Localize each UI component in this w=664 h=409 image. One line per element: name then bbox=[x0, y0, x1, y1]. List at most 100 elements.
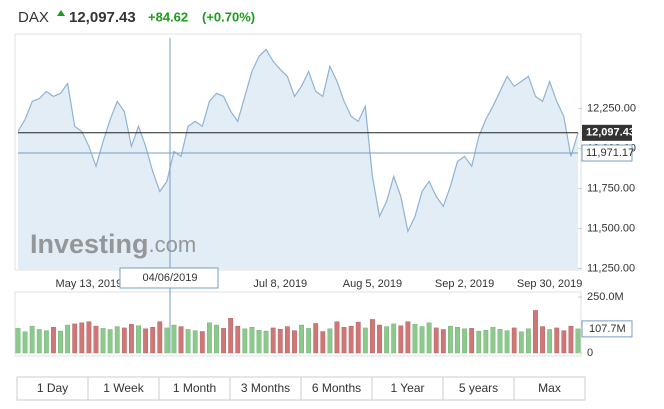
volume-bar bbox=[29, 325, 35, 354]
volume-bar bbox=[455, 327, 460, 354]
volume-bar bbox=[100, 328, 106, 354]
volume-bar bbox=[206, 322, 212, 354]
volume-bar bbox=[36, 329, 42, 354]
volume-bar bbox=[43, 330, 49, 354]
volume-bar bbox=[72, 323, 78, 354]
x-tick-label: Sep 2, 2019 bbox=[435, 278, 494, 290]
volume-bar bbox=[561, 330, 567, 354]
last-price-tag-label: 12,097.43 bbox=[586, 127, 635, 139]
x-tick-label: May 13, 2019 bbox=[56, 278, 123, 290]
volume-bar bbox=[525, 328, 531, 354]
price-change-pct: (+0.70%) bbox=[202, 9, 255, 24]
volume-bar bbox=[235, 325, 241, 354]
volume-bar bbox=[79, 322, 85, 354]
volume-bar bbox=[469, 328, 475, 354]
volume-bar bbox=[568, 325, 574, 354]
volume-bar bbox=[384, 326, 390, 354]
volume-bar bbox=[192, 330, 198, 354]
range-button-label[interactable]: Max bbox=[538, 381, 561, 395]
range-button-label[interactable]: 3 Months bbox=[241, 381, 290, 395]
volume-last-label: 107.7M bbox=[589, 323, 626, 335]
volume-bar bbox=[490, 327, 496, 354]
volume-bar bbox=[256, 329, 262, 354]
price-change: +84.62 bbox=[148, 9, 188, 24]
last-price-tag bbox=[582, 124, 632, 141]
volume-bar bbox=[164, 327, 170, 354]
crosshair-date-tag bbox=[119, 267, 219, 289]
x-tick-label: Sep 30, 2019 bbox=[517, 278, 582, 290]
crosshair-price-label: 11,971.17 bbox=[586, 147, 634, 159]
volume-bar bbox=[199, 331, 205, 354]
volume-bar bbox=[136, 325, 141, 354]
x-tick-label: Jul 8, 2019 bbox=[253, 278, 307, 290]
range-button-label[interactable]: 1 Day bbox=[37, 381, 68, 395]
range-button-label[interactable]: 1 Month bbox=[173, 381, 216, 395]
y-tick-label: 11,500.00 bbox=[587, 222, 635, 234]
crosshair-price-tag bbox=[581, 144, 633, 162]
volume-bar bbox=[270, 327, 276, 354]
volume-bar bbox=[263, 330, 269, 354]
volume-bar bbox=[86, 321, 92, 354]
volume-bar bbox=[58, 330, 63, 354]
range-button-label[interactable]: 6 Months bbox=[312, 381, 361, 395]
volume-bar bbox=[405, 321, 411, 354]
volume-bar bbox=[504, 330, 510, 354]
y2-tick-label: 250.0M bbox=[587, 291, 624, 303]
volume-bar bbox=[554, 327, 560, 354]
volume-bar bbox=[440, 329, 446, 354]
range-button-label[interactable]: 1 Week bbox=[103, 381, 144, 395]
volume-bar bbox=[313, 323, 319, 354]
up-arrow bbox=[57, 10, 65, 16]
volume-bar bbox=[398, 325, 404, 354]
last-price: 12,097.43 bbox=[69, 9, 136, 26]
volume-bar bbox=[185, 329, 191, 354]
volume-bar bbox=[171, 324, 177, 354]
volume-bar bbox=[511, 327, 517, 354]
volume-bar bbox=[129, 324, 134, 354]
volume-bar bbox=[284, 326, 290, 354]
watermark: Investing.com bbox=[30, 229, 196, 259]
volume-bar bbox=[221, 328, 226, 354]
volume-bar bbox=[355, 321, 361, 354]
price-line bbox=[17, 48, 579, 234]
volume-bar bbox=[426, 322, 432, 354]
volume-bar bbox=[114, 326, 120, 354]
y-tick-label: 11,750.00 bbox=[587, 182, 635, 194]
volume-bar bbox=[299, 324, 304, 354]
range-button[interactable] bbox=[513, 376, 586, 401]
volume-bar bbox=[242, 328, 248, 354]
volume-bar bbox=[533, 310, 538, 354]
volume-bar bbox=[412, 324, 418, 354]
volume-bar bbox=[377, 324, 382, 354]
volume-bar bbox=[575, 328, 581, 354]
volume-bar bbox=[15, 328, 21, 354]
y-tick-label: 11,250.00 bbox=[587, 262, 635, 274]
range-button-label[interactable]: 5 years bbox=[459, 381, 498, 395]
range-button-label[interactable]: 1 Year bbox=[390, 381, 424, 395]
crosshair-date-label: 04/06/2019 bbox=[142, 272, 197, 284]
volume-bar bbox=[448, 325, 453, 354]
volume-bar bbox=[93, 325, 99, 354]
volume-bar bbox=[476, 330, 482, 354]
chart-title: DAX bbox=[18, 9, 49, 26]
volume-bar bbox=[277, 329, 283, 354]
volume-bar bbox=[462, 328, 467, 354]
volume-bar bbox=[348, 325, 354, 354]
volume-bar bbox=[540, 326, 545, 354]
volume-bar bbox=[334, 321, 340, 354]
volume-bar bbox=[214, 324, 219, 354]
volume-frame bbox=[14, 291, 582, 357]
volume-bar bbox=[292, 330, 297, 354]
volume-bar bbox=[150, 327, 156, 354]
volume-bar bbox=[65, 324, 71, 354]
volume-bar bbox=[228, 318, 234, 354]
volume-bar bbox=[22, 331, 28, 354]
y2-tick-label: 0 bbox=[587, 347, 593, 359]
volume-bar bbox=[370, 319, 375, 354]
volume-bar bbox=[327, 328, 333, 354]
watermark-suffix: .com bbox=[149, 232, 197, 257]
volume-bar bbox=[391, 323, 397, 354]
volume-bar bbox=[547, 329, 553, 354]
